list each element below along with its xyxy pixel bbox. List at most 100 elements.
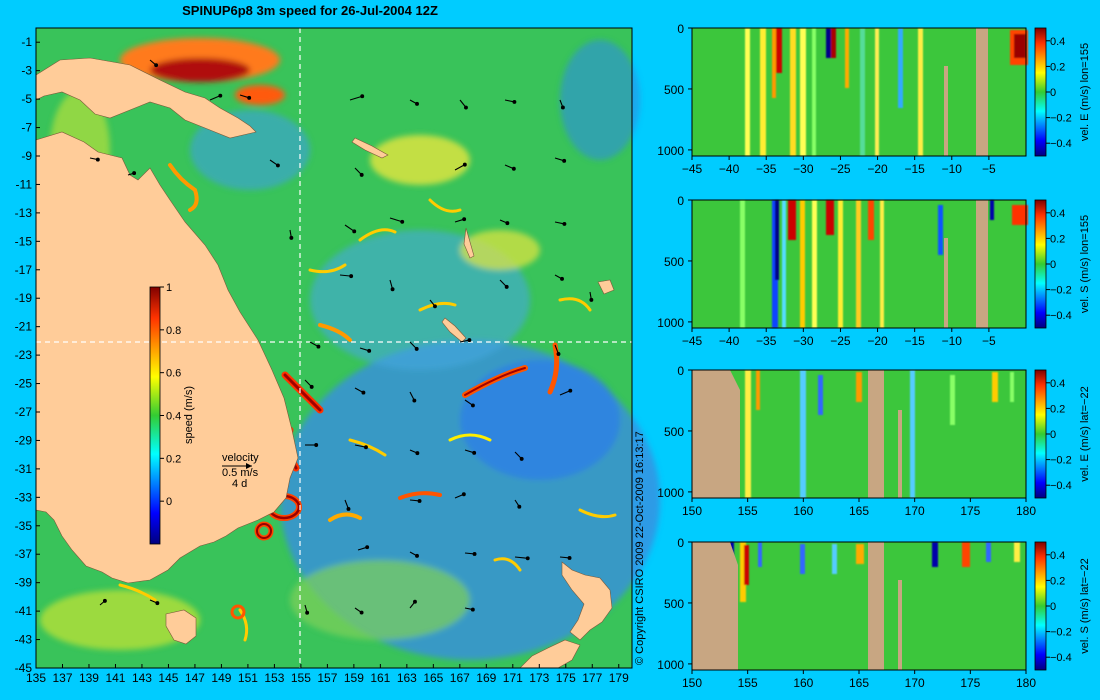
velocity-vector-head: [360, 94, 365, 99]
velocity-vector-head: [560, 105, 565, 110]
panel-colorbar-tick-label: 0.4: [1050, 208, 1065, 220]
main-title: SPINUP6p8 3m speed for 26-Jul-2004 12Z: [182, 3, 438, 18]
map-x-tick-label: 143: [132, 671, 152, 685]
panel-4-colorbar: [1034, 541, 1047, 671]
speed-colorbar-tick-label: 0.2: [166, 453, 181, 465]
map-y-ticks: -1 -3 -5 -7 -9 -11 -13 -15 -17 -19 -21 -23 -25 -27 -29…: [15, 35, 40, 675]
velocity-vector-head: [417, 499, 422, 503]
velocity-vector-head: [505, 221, 510, 226]
map-y-tick-label: -11: [16, 177, 33, 191]
map-x-tick-label: 167: [450, 671, 470, 685]
velocity-vector-head: [462, 217, 467, 222]
map-x-tick-label: 135: [26, 671, 46, 685]
panel-x-tick-label: 180: [1016, 676, 1036, 690]
panel-x-tick-label: 170: [905, 676, 925, 690]
panel-colorbar-tick-label: 0.2: [1050, 61, 1065, 73]
panel-1-background: [692, 28, 1026, 156]
map-y-tick-label: -23: [15, 348, 33, 362]
panel-x-tick-label: −20: [867, 162, 888, 176]
map-y-tick-label: -21: [15, 320, 33, 334]
panel-x-tick-label: −45: [682, 162, 703, 176]
map-x-tick-label: 161: [370, 671, 390, 685]
map-y-tick-label: -7: [21, 121, 32, 135]
panel-colorbar-tick-label: −0.2: [1050, 113, 1072, 125]
velocity-vector-head: [349, 274, 354, 279]
panel-x-tick-label: 150: [682, 504, 702, 518]
velocity-key-arrowhead: [246, 463, 252, 469]
map-y-tick-label: -9: [21, 149, 32, 163]
map-x-tick-label: 149: [211, 671, 231, 685]
velocity-vector-head: [218, 93, 223, 98]
velocity-vector-head: [155, 601, 160, 606]
panel-colorbar-tick-label: −0.2: [1050, 627, 1072, 639]
panel-y-tick-label: 1000: [657, 144, 684, 158]
map-x-tick-label: 175: [556, 671, 576, 685]
panel-4-label: vel. S (m/s) lat=−22: [1079, 558, 1091, 653]
velocity-vector-head: [512, 99, 517, 104]
velocity-vector-head: [359, 610, 364, 615]
panel-x-tick-label: −10: [942, 334, 963, 348]
panel-y-tick-label: 1000: [657, 486, 684, 500]
velocity-vector-head: [562, 158, 567, 163]
panel-3-field: [745, 370, 1014, 498]
velocity-vector-head: [415, 451, 420, 456]
panel-colorbar-tick-label: 0.2: [1050, 575, 1065, 587]
panel-x-tick-label: 180: [1016, 504, 1036, 518]
panel-4-topography: [692, 542, 738, 670]
velocity-vectors: [89, 59, 594, 615]
velocity-vector-head: [309, 384, 314, 389]
velocity-key: velocity 0.5 m/s 4 d: [222, 452, 259, 490]
velocity-vector-head: [415, 101, 419, 106]
panel-x-tick-label: −35: [756, 162, 777, 176]
panel-x-tick-label: 165: [849, 676, 869, 690]
velocity-vector-head: [102, 598, 107, 603]
panel-4-topography-ridge: [868, 542, 884, 670]
panel-y-tick-label: 500: [664, 83, 684, 97]
velocity-vector-head: [359, 172, 364, 177]
map-y-tick-label: -31: [15, 462, 33, 476]
panel-x-tick-label: 175: [960, 676, 980, 690]
panel-2-colorbar: [1034, 199, 1047, 329]
panel-y-tick-label: 0: [677, 364, 684, 378]
panel-y-tick-label: 0: [677, 536, 684, 550]
section-panel-2: vel. S (m/s) lon=155: [691, 199, 1091, 329]
map-x-tick-label: 165: [423, 671, 443, 685]
panel-axis-ticks: −45 −40 −35 −30 −25 −20 −15 −10 −5 0 500 1000 0.4 0.2…: [657, 22, 1071, 690]
panel-1-colorbar: [1034, 27, 1047, 157]
velocity-key-speed: 0.5 m/s: [222, 467, 259, 479]
panel-colorbar-tick-label: 0: [1050, 87, 1056, 99]
velocity-vector-head: [462, 162, 467, 167]
map-x-tick-label: 169: [476, 671, 496, 685]
map-x-tick-label: 179: [609, 671, 629, 685]
velocity-vector-head: [305, 610, 310, 615]
map-y-tick-label: -29: [15, 433, 33, 447]
section-panels: vel. E (m/s) lon=155: [657, 22, 1091, 690]
panel-colorbar-tick-label: 0.2: [1050, 403, 1065, 415]
speed-colorbar-tick-label: 1: [166, 282, 172, 294]
section-panel-3: vel. E (m/s) lat=−22: [691, 369, 1091, 499]
panel-2-field: [740, 200, 1028, 328]
velocity-vector-head: [472, 450, 477, 455]
map-frame: [35, 27, 633, 669]
velocity-vector-head: [472, 552, 477, 556]
velocity-vector-head: [361, 390, 366, 395]
panel-2-topography: [944, 238, 948, 328]
copyright-text: © Copyright CSIRO 2009 22-Oct-2009 16:13…: [634, 431, 646, 665]
panel-x-tick-label: −40: [719, 162, 740, 176]
speed-colorbar-ticks: 0 0.2 0.4 0.6 0.8 1: [160, 282, 181, 508]
velocity-vector-head: [467, 338, 472, 343]
map-y-tick-label: -41: [15, 604, 33, 618]
map-land: [35, 57, 615, 669]
panel-3-label: vel. E (m/s) lat=−22: [1079, 386, 1091, 481]
panel-2-frame: [691, 199, 1027, 329]
panel-3-topography-seamount: [898, 410, 902, 498]
velocity-vector-head: [346, 506, 351, 511]
panel-colorbar-tick-label: −0.4: [1050, 138, 1072, 150]
section-panel-4: vel. S (m/s) lat=−22: [691, 541, 1091, 671]
panel-1-topography-island: [976, 28, 988, 156]
velocity-vector-head: [95, 157, 100, 162]
velocity-vector-head: [414, 346, 419, 351]
panel-x-tick-label: −5: [982, 334, 996, 348]
map-y-tick-label: -35: [15, 519, 33, 533]
